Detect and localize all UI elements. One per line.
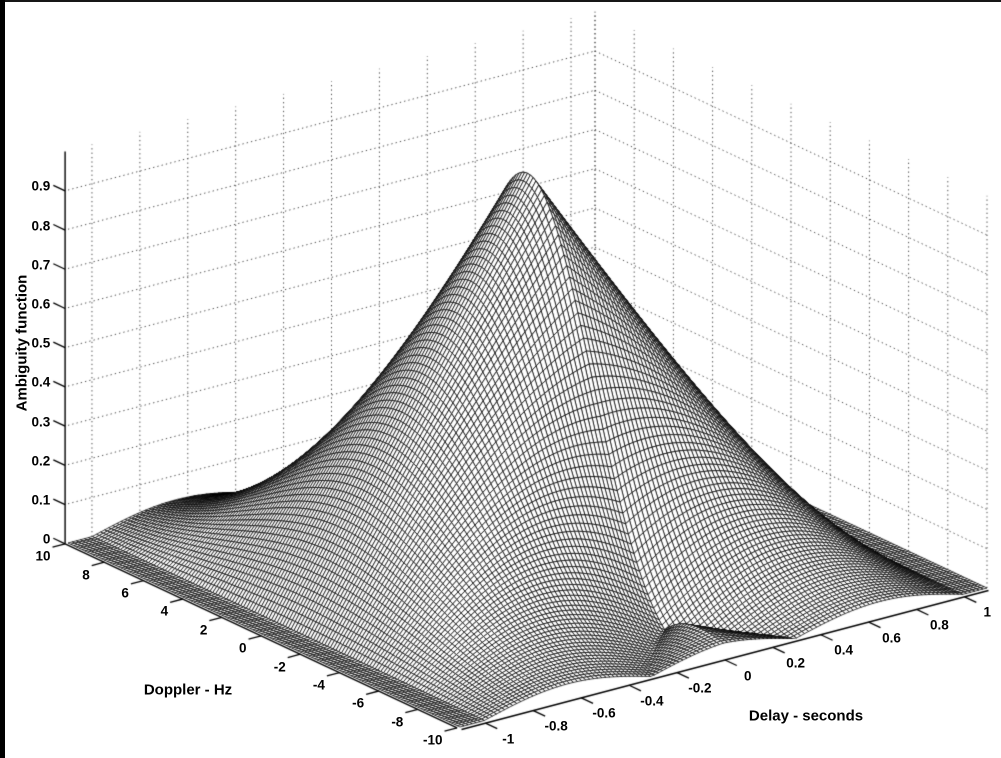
top-border [0,0,1001,2]
left-border [0,0,5,758]
